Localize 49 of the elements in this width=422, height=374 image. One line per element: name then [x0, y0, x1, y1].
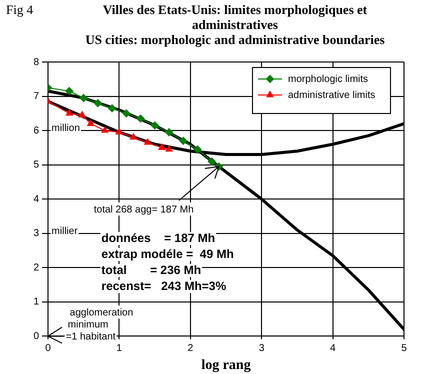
- annotation: total 268 agg= 187 Mh: [94, 204, 194, 216]
- point: [66, 109, 73, 116]
- annotation: agglomeration minimum =1 habitant: [66, 308, 134, 343]
- y-tick-label: 3: [33, 228, 40, 240]
- y-tick-label: 4: [33, 194, 40, 205]
- point: [108, 104, 116, 112]
- legend-label: morphologic limits: [288, 74, 368, 85]
- y-tick-label: 5: [33, 160, 40, 171]
- point: [122, 109, 130, 118]
- point: [179, 136, 188, 145]
- point: [208, 157, 216, 166]
- x-tick-label: 1: [116, 342, 122, 354]
- point: [136, 114, 145, 123]
- annotation: million: [52, 123, 80, 134]
- y-tick-label: 1: [33, 296, 40, 308]
- y-tick-label: 8: [33, 56, 40, 68]
- chart-subtitle: US cities: morphologic and administrative boundaries: [84, 32, 386, 47]
- point: [158, 144, 166, 150]
- y-tick-label: 0: [33, 330, 40, 342]
- x-tick-label: 2: [188, 342, 194, 354]
- point: [65, 87, 74, 96]
- point: [166, 145, 173, 152]
- annotation: recenst= 243 Mh=3%: [101, 278, 226, 293]
- point: [144, 138, 152, 145]
- point: [78, 111, 86, 118]
- annotation: total = 236 Mh: [101, 262, 202, 277]
- point: [94, 99, 102, 108]
- x-axis-title: log rang: [201, 358, 251, 374]
- annotation: données = 187 Mh: [101, 230, 216, 245]
- x-tick-label: 0: [45, 342, 52, 354]
- annotation: extrap modéle = 49 Mh: [101, 246, 234, 261]
- point: [130, 133, 137, 140]
- point: [80, 94, 88, 102]
- legend-label: administrative limits: [288, 90, 376, 101]
- y-tick-label: 7: [33, 91, 40, 102]
- point: [150, 121, 159, 130]
- y-tick-label: 6: [33, 125, 40, 136]
- point: [165, 128, 174, 136]
- point: [116, 128, 123, 135]
- x-tick-label: 3: [258, 342, 265, 354]
- point: [101, 126, 108, 133]
- point: [194, 145, 202, 154]
- y-tick-label: 2: [33, 262, 40, 274]
- caption: Fig 4: [6, 2, 34, 18]
- chart-title: Villes des Etats-Unis: limites morphologiques et administratives: [102, 2, 368, 32]
- x-tick-label: 5: [401, 342, 408, 354]
- point: [87, 120, 94, 126]
- x-tick-label: 4: [330, 342, 336, 354]
- annotation: millier: [52, 226, 78, 237]
